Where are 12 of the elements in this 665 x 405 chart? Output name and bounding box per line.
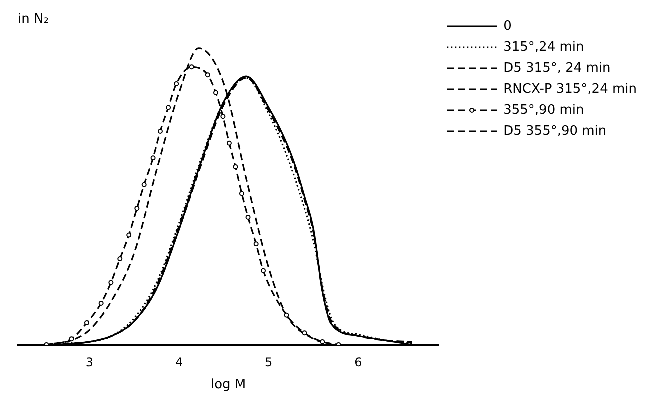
chart-title: in N₂ — [18, 12, 49, 28]
legend-label: 355°,90 min — [504, 102, 584, 118]
legend-label: 315°,24 min — [504, 40, 584, 55]
x-tick-label: 3 — [86, 355, 94, 370]
x-tick-label: 4 — [175, 355, 184, 370]
legend-label: 0 — [504, 18, 512, 34]
legend-label: D5 315°, 24 min — [504, 60, 611, 76]
x-axis-title: log M — [210, 378, 246, 393]
x-tick-label: 5 — [265, 355, 273, 370]
legend-label: RNCX-P 315°,24 min — [504, 82, 637, 97]
x-tick-label: 6 — [354, 355, 362, 370]
legend-label: D5 355°,90 min — [504, 124, 607, 139]
